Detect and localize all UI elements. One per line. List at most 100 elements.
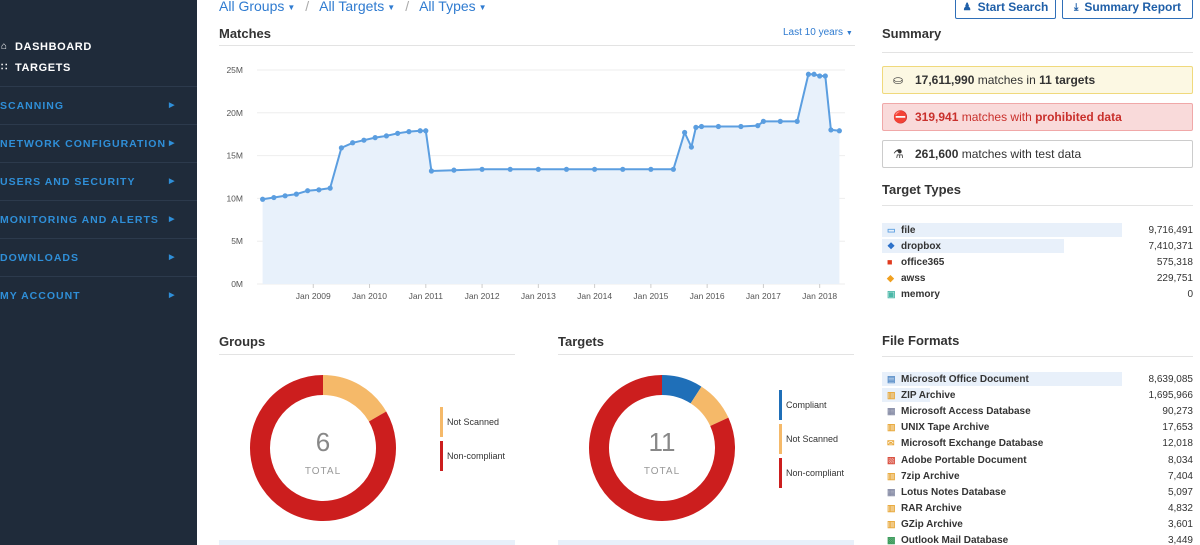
list-item[interactable]: ▣ memory 0 [882,287,1193,303]
list-item[interactable]: ▥ 7zip Archive 7,404 [882,468,1193,484]
summary-row[interactable]: ⛔ 319,941 matches with prohibited data [882,103,1193,131]
data-point[interactable] [794,118,800,124]
data-point[interactable] [383,133,390,139]
test-icon: ⚗ [893,147,904,161]
targets-filter[interactable]: All Targets ▼ [319,0,395,14]
data-point[interactable] [507,166,513,172]
data-point[interactable] [760,118,767,124]
list-item-value: 9,716,491 [1148,224,1194,236]
data-point[interactable] [698,123,705,130]
legend-item[interactable]: Not Scanned [779,422,844,456]
legend-label: Non-compliant [786,468,845,478]
data-point[interactable] [805,71,812,77]
donut-segment[interactable] [661,375,702,404]
list-item[interactable]: ▥ UNIX Tape Archive 17,653 [882,420,1193,436]
legend-item[interactable]: Non-compliant [779,456,844,490]
period-dropdown[interactable]: Last 10 years ▼ [783,27,853,38]
list-item[interactable]: ▦ Microsoft Access Database 90,273 [882,403,1193,419]
data-point[interactable] [563,166,570,172]
legend-item[interactable]: Compliant [779,388,844,422]
data-point[interactable] [372,135,378,141]
caret-down-icon: ▼ [845,30,853,37]
data-point[interactable] [836,128,842,134]
archive-icon: ▥ [887,470,896,481]
summary-row[interactable]: ⚗ 261,600 matches with test data [882,140,1193,168]
donut-segment[interactable] [250,375,396,521]
sidebar-item-targets[interactable]: ∷ TARGETS [0,57,197,78]
data-point[interactable] [282,193,288,199]
data-point[interactable] [361,137,367,143]
list-item[interactable]: ■ office365 575,318 [882,254,1193,270]
data-point[interactable] [327,185,333,191]
sidebar-item-scanning[interactable]: SCANNING ▶ [0,86,197,124]
list-item[interactable]: ▤ Microsoft Office Document 8,639,085 [882,371,1193,387]
donut-segment[interactable] [322,375,387,422]
sidebar-item-monitoring-and-alerts[interactable]: MONITORING AND ALERTS ▶ [0,200,197,238]
types-filter[interactable]: All Types ▼ [419,0,486,14]
donut-segment[interactable] [690,386,729,427]
data-point[interactable] [535,166,541,172]
list-item[interactable]: ▦ Lotus Notes Database 5,097 [882,484,1193,500]
list-item[interactable]: ▥ RAR Archive 4,832 [882,501,1193,517]
data-point[interactable] [755,123,761,129]
list-item[interactable]: ▩ Outlook Mail Database 3,449 [882,533,1193,545]
data-point[interactable] [620,166,626,172]
list-item[interactable]: ▥ ZIP Archive 1,695,966 [882,387,1193,403]
caret-right-icon: ▶ [169,140,176,147]
y-tick-label: 0M [231,279,243,289]
start-search-button[interactable]: ♟ Start Search [955,0,1056,19]
groups-filter[interactable]: All Groups ▼ [219,0,295,14]
list-item-name: Lotus Notes Database [901,486,1007,498]
data-point[interactable] [417,128,423,134]
list-item[interactable]: ❖ dropbox 7,410,371 [882,238,1193,254]
data-point[interactable] [592,166,598,172]
list-item-name: Microsoft Office Document [901,373,1029,385]
data-point[interactable] [822,73,828,79]
sidebar-item-my-account[interactable]: MY ACCOUNT ▶ [0,276,197,314]
data-point[interactable] [670,166,676,172]
list-item-value: 17,653 [1162,422,1193,434]
list-item-name: ZIP Archive [901,389,956,401]
summary-count-secondary: prohibited data [1035,110,1122,124]
donut-segment[interactable] [589,375,735,521]
list-item[interactable]: ✉ Microsoft Exchange Database 12,018 [882,436,1193,452]
data-point[interactable] [406,129,412,135]
sidebar-item-network-configuration[interactable]: NETWORK CONFIGURATION ▶ [0,124,197,162]
legend-item[interactable]: Non-compliant [440,439,505,473]
data-point[interactable] [395,130,401,136]
summary-report-button[interactable]: ⤓ Summary Report [1062,0,1193,19]
list-item-name: RAR Archive [901,503,962,515]
legend-item[interactable]: Not Scanned [440,405,505,439]
data-point[interactable] [260,196,266,202]
data-point[interactable] [305,188,311,194]
data-point[interactable] [828,127,834,133]
data-point[interactable] [693,124,699,130]
data-point[interactable] [316,187,322,193]
groups-title: Groups [219,334,266,349]
data-point[interactable] [648,166,654,172]
list-item[interactable]: ▧ Adobe Portable Document 8,034 [882,452,1193,468]
list-item[interactable]: ◆ awss 229,751 [882,271,1193,287]
data-point[interactable] [811,71,817,77]
data-point[interactable] [293,191,299,197]
data-point[interactable] [423,128,429,134]
data-point[interactable] [271,194,277,201]
sidebar-item-dashboard[interactable]: ⌂ DASHBOARD [0,36,197,57]
data-point[interactable] [338,145,345,151]
data-point[interactable] [479,166,485,172]
data-point[interactable] [350,140,356,146]
data-point[interactable] [738,123,744,130]
start-search-label: Start Search [977,0,1049,14]
data-point[interactable] [688,144,694,150]
data-point[interactable] [817,73,823,79]
list-item[interactable]: ▥ GZip Archive 3,601 [882,517,1193,533]
data-point[interactable] [451,167,457,173]
data-point[interactable] [428,168,435,174]
data-point[interactable] [715,123,721,130]
sidebar-item-users-and-security[interactable]: USERS AND SECURITY ▶ [0,162,197,200]
list-item[interactable]: ▭ file 9,716,491 [882,222,1193,238]
summary-row[interactable]: ⛀ 17,611,990 matches in 11 targets [882,66,1193,94]
data-point[interactable] [682,129,688,136]
sidebar-item-downloads[interactable]: DOWNLOADS ▶ [0,238,197,276]
data-point[interactable] [777,118,783,124]
